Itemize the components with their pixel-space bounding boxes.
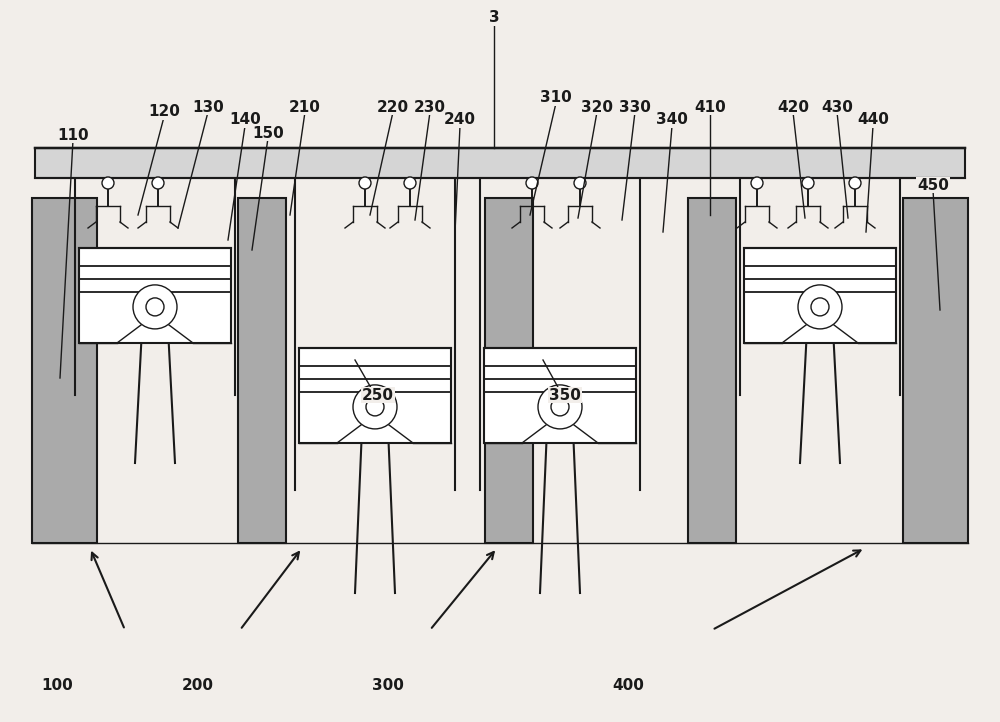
Bar [299,348,451,443]
Text: 410: 410 [694,100,726,115]
Text: 430: 430 [821,100,853,115]
Text: 400: 400 [612,677,644,692]
Bar [238,198,286,543]
Circle shape [366,398,384,416]
Text: 130: 130 [192,100,224,115]
Text: 440: 440 [857,113,889,128]
Circle shape [102,177,114,189]
Circle shape [574,177,586,189]
Text: 420: 420 [777,100,809,115]
Circle shape [359,177,371,189]
Circle shape [526,177,538,189]
Text: 150: 150 [252,126,284,141]
Circle shape [538,385,582,429]
Circle shape [353,385,397,429]
Text: 120: 120 [148,105,180,120]
Circle shape [551,398,569,416]
Circle shape [146,298,164,316]
Text: 320: 320 [581,100,613,115]
Text: 110: 110 [57,128,89,142]
Text: 3: 3 [489,11,499,25]
Circle shape [798,285,842,329]
Bar [35,148,965,178]
Text: 250: 250 [362,388,394,402]
Circle shape [849,177,861,189]
Text: 240: 240 [444,113,476,128]
Text: 220: 220 [377,100,409,115]
Text: 310: 310 [540,90,572,105]
Bar [903,198,968,543]
Circle shape [751,177,763,189]
Bar [744,248,896,343]
Circle shape [404,177,416,189]
Text: 350: 350 [549,388,581,402]
Text: 340: 340 [656,113,688,128]
Bar [688,198,736,543]
Bar [79,248,231,343]
Text: 210: 210 [289,100,321,115]
Text: 100: 100 [41,677,73,692]
Circle shape [811,298,829,316]
Text: 140: 140 [229,113,261,128]
Text: 330: 330 [619,100,651,115]
Text: 450: 450 [917,178,949,193]
Bar [484,348,636,443]
Bar [32,198,97,543]
Text: 300: 300 [372,677,404,692]
Circle shape [152,177,164,189]
Bar [485,198,533,543]
Circle shape [802,177,814,189]
Text: 230: 230 [414,100,446,115]
Text: 200: 200 [182,677,214,692]
Circle shape [133,285,177,329]
